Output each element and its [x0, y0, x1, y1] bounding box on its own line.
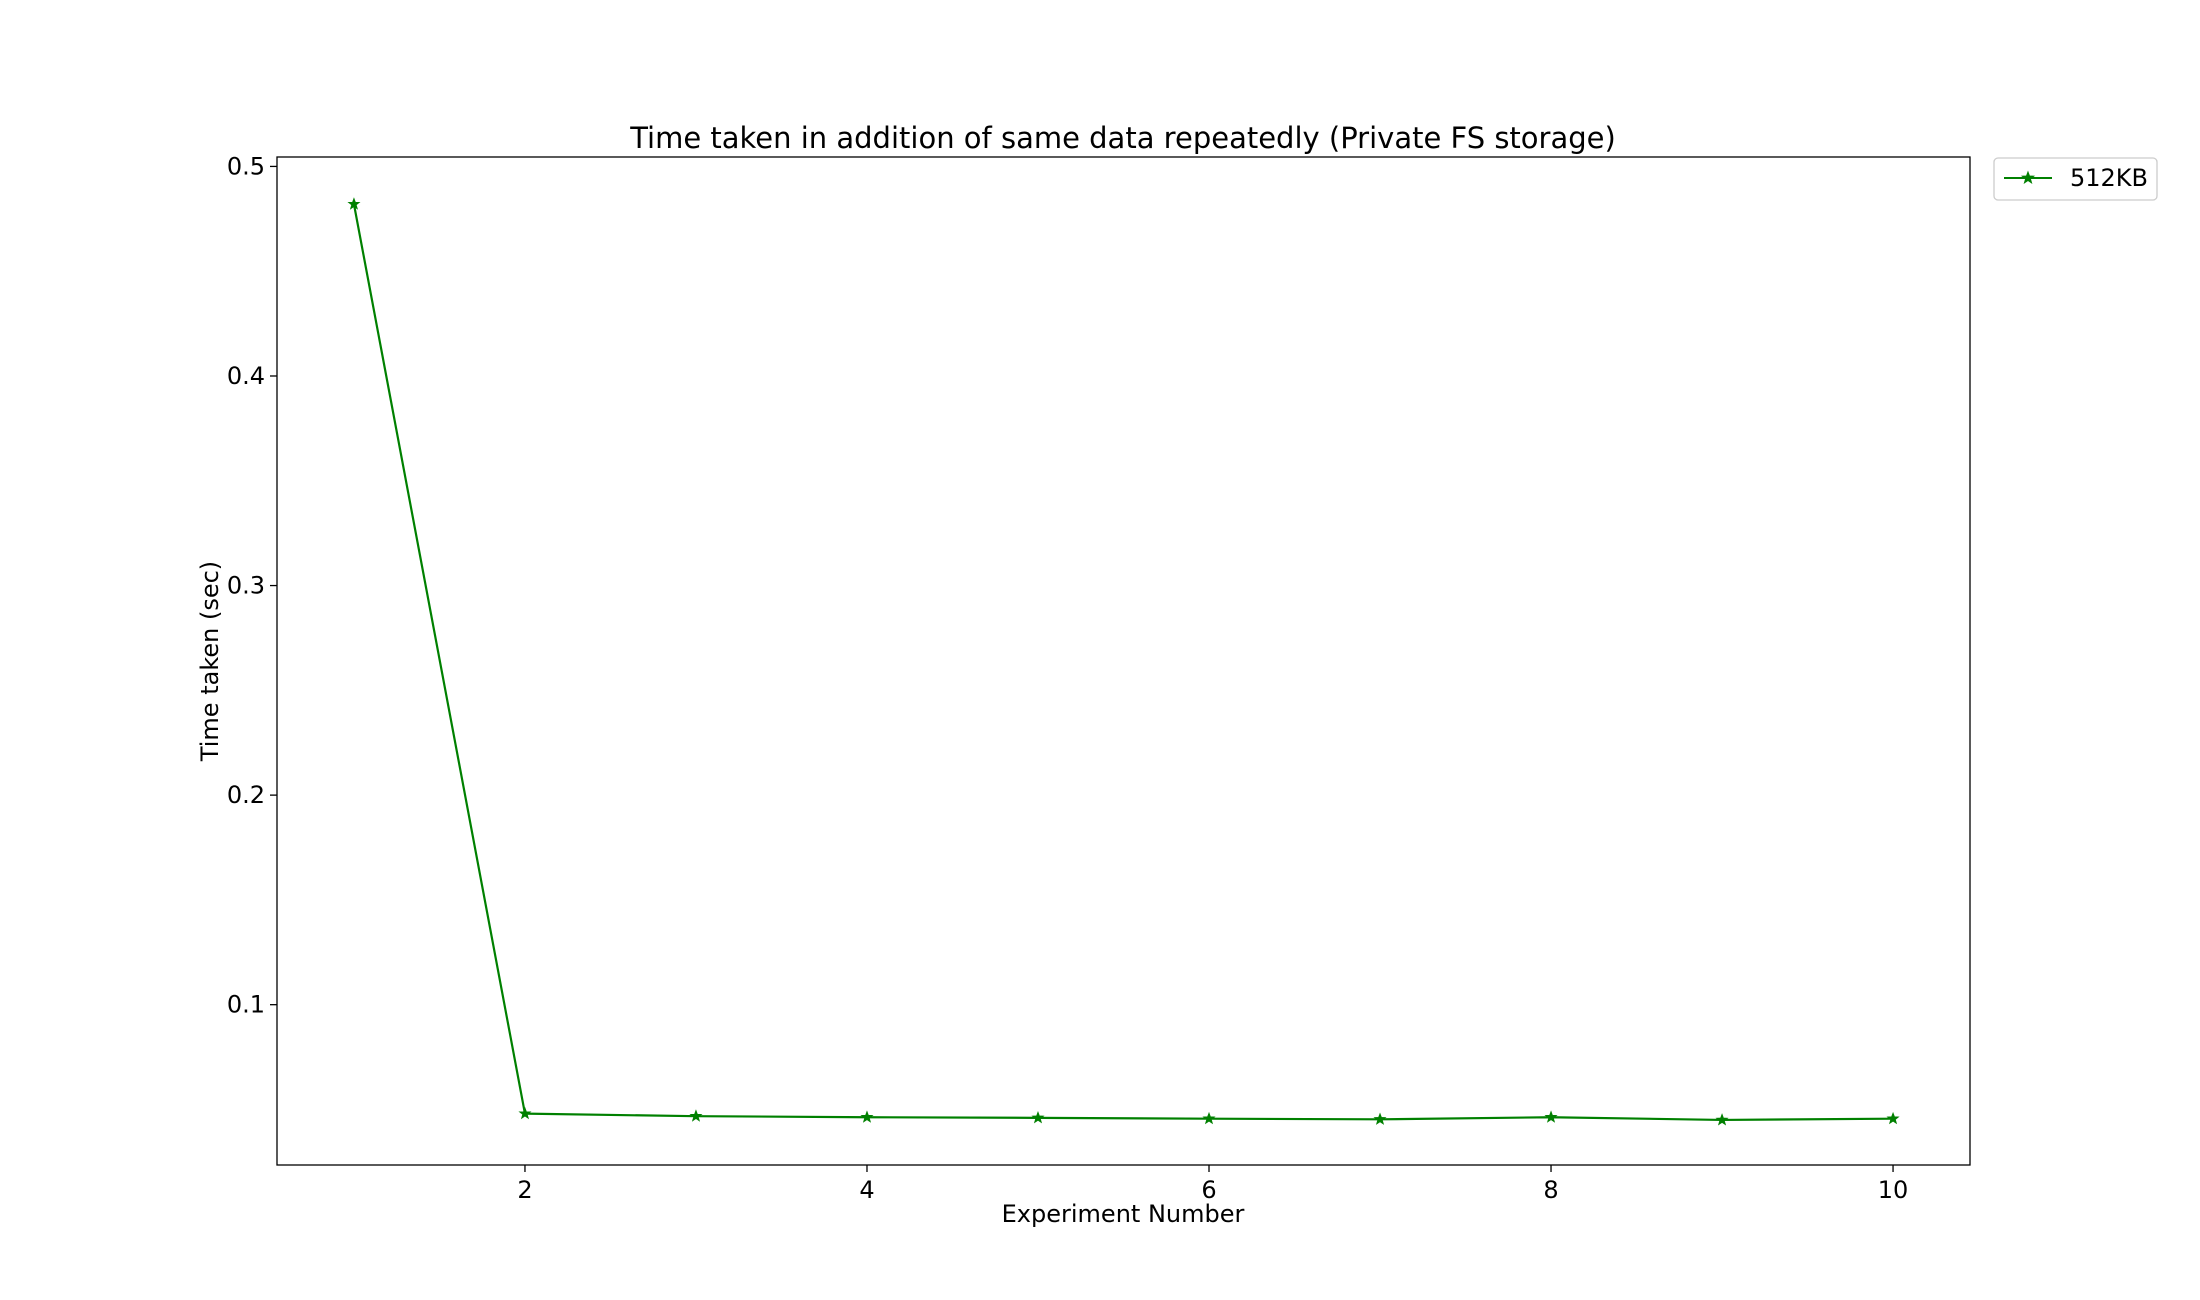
data-point-star [689, 1109, 703, 1122]
y-axis-title: Time taken (sec) [196, 561, 224, 762]
x-tick-label: 2 [517, 1176, 532, 1204]
x-axis-ticks: 2 4 6 8 10 [517, 1165, 1908, 1204]
y-tick-label: 0.4 [227, 362, 265, 390]
plot-series [352, 203, 1894, 1122]
data-point-star [347, 197, 361, 210]
x-tick-label: 4 [859, 1176, 874, 1204]
data-point-star [1715, 1113, 1729, 1126]
y-tick-label: 0.2 [227, 781, 265, 809]
data-point-star [1202, 1111, 1216, 1125]
x-tick-label: 6 [1201, 1176, 1216, 1204]
legend: 512KB [1993, 157, 2158, 201]
plot-markers [347, 197, 1900, 1126]
y-tick-label: 0.1 [227, 991, 265, 1019]
x-tick-label: 10 [1878, 1176, 1909, 1204]
data-point-star [1373, 1112, 1387, 1125]
series-line-512kb [352, 203, 1894, 1122]
data-point-star [1544, 1110, 1558, 1123]
data-point-star [860, 1110, 874, 1123]
data-point-star [1031, 1110, 1045, 1124]
y-tick-label: 0.3 [227, 572, 265, 600]
legend-box [1993, 157, 2158, 201]
x-tick-label: 8 [1543, 1176, 1558, 1204]
data-point-star [518, 1106, 532, 1120]
x-axis-title: Experiment Number [1002, 1200, 1245, 1228]
y-axis-ticks: 0.1 0.2 0.3 0.4 0.5 [227, 152, 277, 1019]
legend-label-512kb: 512KB [2070, 164, 2148, 192]
data-point-star [1886, 1111, 1900, 1125]
chart-title: Time taken in addition of same data repe… [629, 121, 1616, 155]
plot-area-frame [276, 156, 1971, 1166]
y-tick-label: 0.5 [227, 152, 265, 180]
legend-star-marker [2020, 170, 2036, 185]
